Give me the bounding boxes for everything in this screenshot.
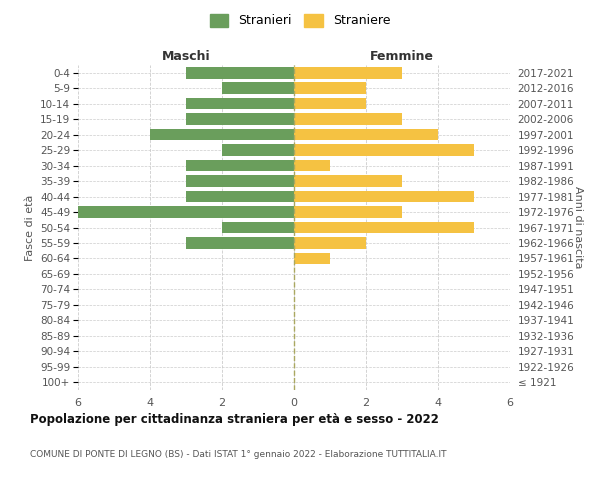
- Bar: [294, 144, 474, 156]
- Legend: Stranieri, Straniere: Stranieri, Straniere: [205, 8, 395, 32]
- Bar: [186, 176, 294, 187]
- Bar: [150, 129, 294, 140]
- Y-axis label: Fasce di età: Fasce di età: [25, 194, 35, 260]
- Bar: [294, 160, 330, 172]
- Bar: [294, 129, 438, 140]
- Bar: [294, 206, 402, 218]
- Bar: [186, 67, 294, 78]
- Bar: [294, 237, 366, 249]
- Bar: [186, 190, 294, 202]
- Bar: [222, 82, 294, 94]
- Text: COMUNE DI PONTE DI LEGNO (BS) - Dati ISTAT 1° gennaio 2022 - Elaborazione TUTTIT: COMUNE DI PONTE DI LEGNO (BS) - Dati IST…: [30, 450, 446, 459]
- Bar: [222, 222, 294, 234]
- Bar: [294, 114, 402, 125]
- Bar: [294, 67, 402, 78]
- Bar: [294, 222, 474, 234]
- Bar: [294, 176, 402, 187]
- Bar: [186, 98, 294, 110]
- Text: Maschi: Maschi: [161, 50, 211, 62]
- Bar: [78, 206, 294, 218]
- Y-axis label: Anni di nascita: Anni di nascita: [573, 186, 583, 269]
- Bar: [222, 144, 294, 156]
- Bar: [186, 237, 294, 249]
- Bar: [294, 190, 474, 202]
- Bar: [294, 252, 330, 264]
- Bar: [186, 114, 294, 125]
- Text: Femmine: Femmine: [370, 50, 434, 62]
- Text: Popolazione per cittadinanza straniera per età e sesso - 2022: Popolazione per cittadinanza straniera p…: [30, 412, 439, 426]
- Bar: [294, 98, 366, 110]
- Bar: [294, 82, 366, 94]
- Bar: [186, 160, 294, 172]
